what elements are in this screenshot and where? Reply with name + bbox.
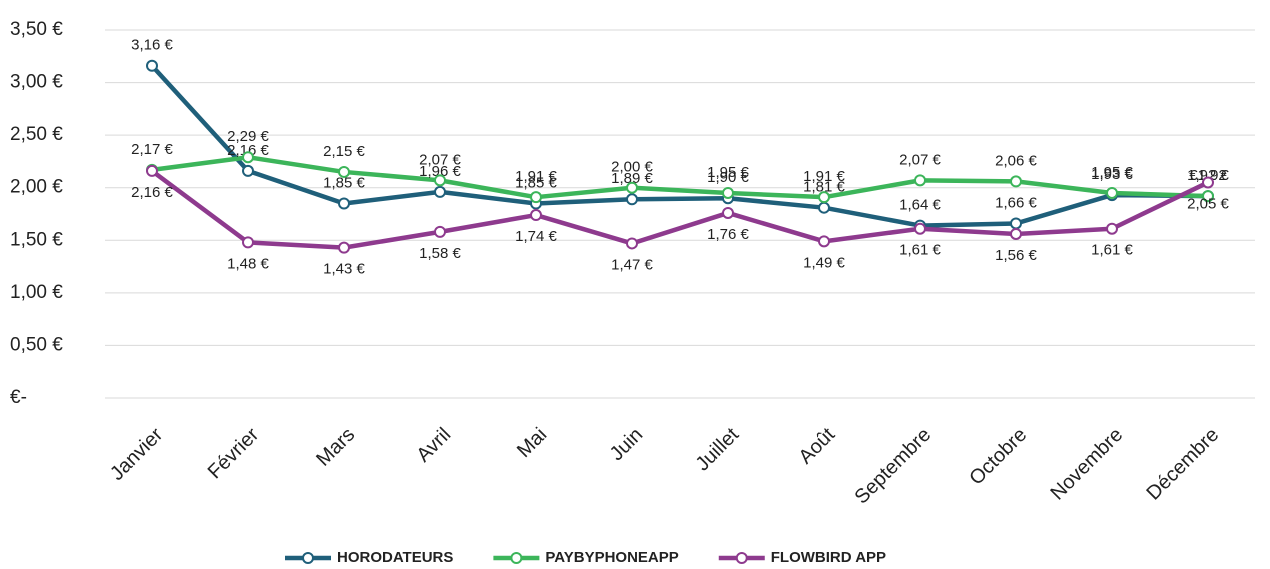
x-tick-label: Novembre <box>1046 424 1127 505</box>
data-label: 1,91 € <box>515 168 557 185</box>
data-label: 2,07 € <box>899 151 941 168</box>
data-label: 1,47 € <box>611 256 653 273</box>
point <box>818 235 830 248</box>
point <box>914 174 926 187</box>
data-label: 2,06 € <box>995 152 1037 169</box>
data-label: 1,95 € <box>707 164 749 181</box>
data-label: 1,66 € <box>995 194 1037 211</box>
y-tick-label: 1,00 € <box>10 282 63 303</box>
point <box>242 151 254 164</box>
series-line <box>150 169 1209 250</box>
data-label: 2,07 € <box>419 151 461 168</box>
series-line <box>151 154 1209 200</box>
y-tick-label: 0,50 € <box>10 334 63 355</box>
x-tick-label: Décembre <box>1142 424 1223 505</box>
data-label: 1,64 € <box>899 197 941 214</box>
point <box>1010 175 1022 188</box>
point <box>626 193 638 206</box>
data-label: 1,95 € <box>1091 164 1133 181</box>
legend-label: HORODATEURS <box>337 549 453 566</box>
point <box>1106 222 1118 235</box>
y-tick-label: 2,00 € <box>10 177 63 198</box>
data-label: 2,16 € <box>131 184 173 201</box>
x-tick-label: Avril <box>412 424 455 467</box>
point <box>434 185 446 198</box>
data-label: 1,89 € <box>611 170 653 187</box>
x-tick-label: Juillet <box>692 423 744 475</box>
point <box>626 181 638 194</box>
point <box>1010 227 1022 240</box>
data-label: 1,43 € <box>323 261 365 278</box>
data-label: 1,74 € <box>515 228 557 245</box>
point <box>146 164 158 177</box>
y-tick-label: 2,50 € <box>10 124 63 145</box>
point <box>530 209 542 222</box>
data-label: 1,91 € <box>803 168 845 185</box>
x-tick-label: Septembre <box>851 424 936 509</box>
y-tick-label: €- <box>10 387 27 408</box>
x-tick-label: Mai <box>513 424 551 462</box>
data-label: 1,49 € <box>803 254 845 271</box>
data-label: 1,92 € <box>1187 167 1229 184</box>
point <box>338 197 350 210</box>
data-label: 1,61 € <box>899 242 941 259</box>
point <box>1010 217 1022 230</box>
data-label: 1,56 € <box>995 247 1037 264</box>
x-tick-label: Janvier <box>106 423 167 484</box>
point <box>1106 186 1118 199</box>
x-tick-label: Février <box>204 423 264 483</box>
point <box>242 164 254 177</box>
data-label: 2,00 € <box>611 159 653 176</box>
series-line <box>150 64 1209 228</box>
point <box>1202 176 1214 189</box>
legend-marker <box>302 552 314 564</box>
point <box>530 191 542 204</box>
data-label: 2,17 € <box>131 141 173 158</box>
legend-marker <box>735 552 748 564</box>
data-label: 1,58 € <box>419 245 461 262</box>
x-tick-label: Août <box>795 423 840 468</box>
legend-label: PAYBYPHONEAPP <box>545 549 678 566</box>
x-tick-label: Mars <box>312 424 359 471</box>
point <box>722 186 734 199</box>
data-label: 1,85 € <box>515 174 557 191</box>
point <box>722 206 734 219</box>
data-label: €1,92 <box>1189 167 1227 184</box>
point <box>242 236 254 249</box>
point <box>338 165 350 178</box>
data-label: 1,81 € <box>803 179 845 196</box>
data-label: 2,29 € <box>227 128 269 145</box>
point <box>338 241 350 254</box>
data-label: 1,85 € <box>323 174 365 191</box>
data-label: 1,61 € <box>1091 242 1133 259</box>
x-tick-label: Octobre <box>965 424 1031 490</box>
point <box>818 191 830 204</box>
x-tick-label: Juin <box>606 424 648 466</box>
point <box>146 59 158 72</box>
point <box>626 237 638 250</box>
point <box>818 201 830 214</box>
data-label: 1,48 € <box>227 255 269 272</box>
point <box>434 174 446 187</box>
point <box>914 222 926 235</box>
data-label: 1,90 € <box>707 169 749 186</box>
y-tick-label: 3,00 € <box>10 72 63 93</box>
legend-label: FLOWBIRD APP <box>771 549 886 566</box>
data-label: 3,16 € <box>131 37 173 54</box>
data-label: 1,96 € <box>419 163 461 180</box>
data-label: 2,15 € <box>323 143 365 160</box>
legend-marker <box>510 552 523 564</box>
data-label: 2,05 € <box>1187 195 1229 212</box>
y-tick-label: 1,50 € <box>10 229 63 250</box>
point <box>1202 190 1214 203</box>
data-label: 2,16 € <box>227 142 269 159</box>
point <box>434 225 446 238</box>
data-label: 1,93 € <box>1091 166 1133 183</box>
y-tick-label: 3,50 € <box>10 19 63 40</box>
data-label: 1,76 € <box>707 226 749 243</box>
